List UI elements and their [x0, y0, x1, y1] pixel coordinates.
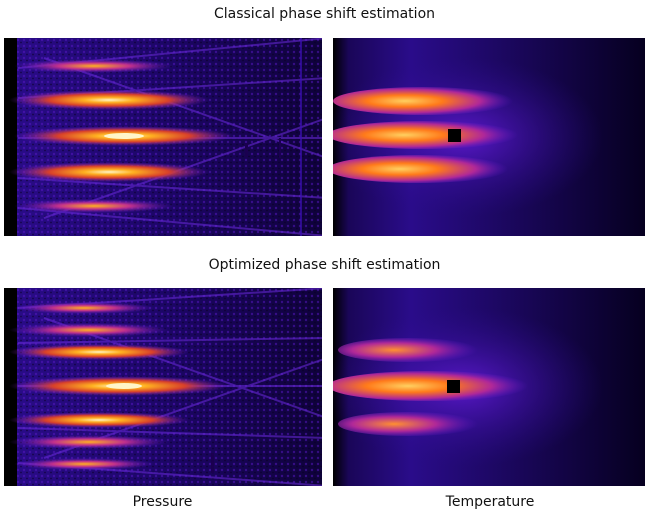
pressure-label: Pressure	[132, 494, 193, 510]
temperature-classical-map	[333, 38, 645, 236]
top-title: Classical phase shift estimation	[213, 6, 436, 22]
pressure-classical-map	[4, 38, 327, 236]
pressure-optimized-map	[4, 288, 327, 486]
temperature-optimized-map	[333, 288, 645, 486]
temperature-label: Temperature	[445, 494, 535, 510]
middle-title: Optimized phase shift estimation	[208, 257, 441, 273]
